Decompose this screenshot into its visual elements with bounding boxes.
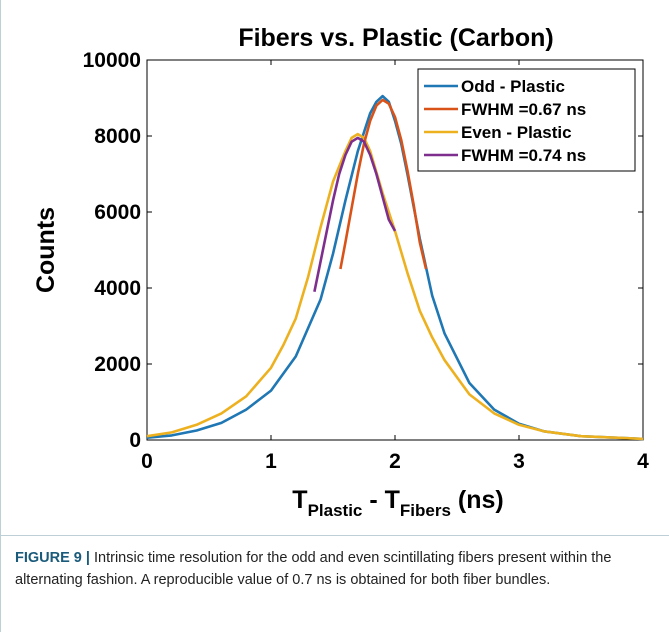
legend-label: FWHM =0.74 ns bbox=[461, 146, 586, 165]
y-tick-label: 0 bbox=[129, 429, 141, 452]
chart: Fibers vs. Plastic (Carbon) 0 1 2 3 4 0 2000 40… bbox=[32, 24, 650, 520]
x-tick-label: 0 bbox=[141, 450, 153, 473]
y-tick-label: 6000 bbox=[94, 201, 141, 224]
x-tick-label: 4 bbox=[637, 450, 649, 473]
series-line-2 bbox=[146, 132, 644, 441]
series-line-3 bbox=[313, 136, 397, 293]
chart-title: Fibers vs. Plastic (Carbon) bbox=[238, 24, 553, 52]
caption-text: Intrinsic time resolution for the odd an… bbox=[15, 550, 612, 588]
caption-label: FIGURE 9 | bbox=[15, 550, 90, 566]
series-layer bbox=[146, 94, 644, 441]
y-tick-label: 8000 bbox=[94, 125, 141, 148]
x-label-unit: (ns) bbox=[451, 486, 504, 514]
legend: Odd - Plastic FWHM =0.67 ns Even - Plastic… bbox=[417, 68, 636, 172]
series-line-0 bbox=[146, 94, 644, 441]
y-tick-label: 10000 bbox=[83, 49, 141, 72]
y-tick-label: 2000 bbox=[94, 353, 141, 376]
x-label-t2: T bbox=[385, 486, 400, 514]
x-tick-label: 3 bbox=[513, 450, 525, 473]
y-tick-label: 4000 bbox=[94, 277, 141, 300]
legend-label: Even - Plastic bbox=[461, 123, 572, 142]
x-label-sub1: Plastic bbox=[308, 501, 363, 520]
series-line-1 bbox=[339, 98, 428, 270]
legend-label: Odd - Plastic bbox=[461, 77, 565, 96]
caption-divider bbox=[1, 535, 669, 536]
y-axis-label: Counts bbox=[32, 207, 60, 293]
axis-ticks: 0 1 2 3 4 0 2000 4000 6000 8000 10000 bbox=[83, 49, 650, 473]
x-label-sub2: Fibers bbox=[400, 501, 451, 520]
x-label-sep: - bbox=[362, 486, 384, 514]
figure-caption: FIGURE 9 | Intrinsic time resolution for… bbox=[15, 547, 655, 591]
x-label-t1: T bbox=[292, 486, 307, 514]
x-axis-label: TPlastic - TFibers (ns) bbox=[292, 486, 503, 520]
x-tick-label: 2 bbox=[389, 450, 401, 473]
legend-label: FWHM =0.67 ns bbox=[461, 100, 586, 119]
x-tick-label: 1 bbox=[265, 450, 277, 473]
